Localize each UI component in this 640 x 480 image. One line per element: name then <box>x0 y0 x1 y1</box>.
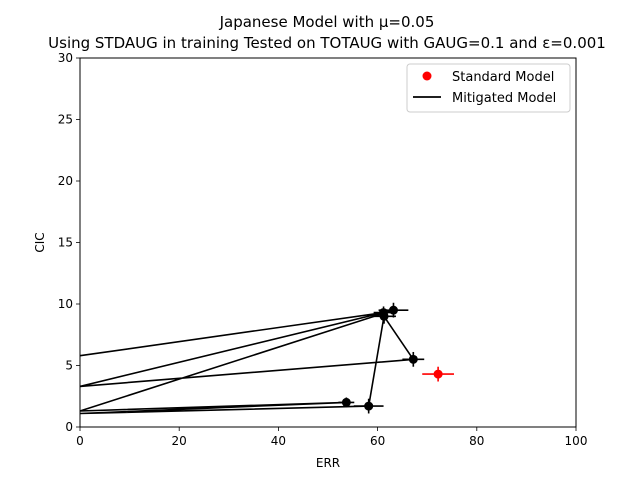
y-tick-label: 5 <box>65 359 73 373</box>
legend-label-standard-model: Standard Model <box>452 70 554 85</box>
chart-title-line1: Japanese Model with μ=0.05 <box>219 13 435 31</box>
y-tick-label: 25 <box>58 113 73 127</box>
series-layer <box>79 302 454 415</box>
data-point-mitigated-model <box>388 305 398 315</box>
x-tick-label: 100 <box>565 434 588 448</box>
legend-marker-standard-model <box>422 71 432 81</box>
data-point-mitigated-model <box>379 311 389 321</box>
error-bar-standard-model <box>422 366 454 382</box>
data-point-mitigated-model <box>408 354 418 364</box>
x-axis-ticks: 0 20 40 60 80 100 <box>76 427 587 448</box>
y-tick-label: 10 <box>58 297 73 311</box>
data-point-mitigated-model <box>364 401 374 411</box>
y-tick-label: 0 <box>65 420 73 434</box>
legend-label-mitigated-model: Mitigated Model <box>452 91 556 106</box>
x-tick-label: 80 <box>469 434 484 448</box>
error-bar-mitigated-model <box>353 398 384 414</box>
y-tick-label: 20 <box>58 174 73 188</box>
error-bar-mitigated-model <box>378 302 409 318</box>
data-point-standard-model <box>433 369 443 379</box>
error-bar-mitigated-model <box>402 351 425 367</box>
x-axis-label: ERR <box>316 456 340 470</box>
x-tick-label: 0 <box>76 434 84 448</box>
y-axis-label: CIC <box>33 232 47 252</box>
x-tick-label: 40 <box>271 434 286 448</box>
x-tick-label: 60 <box>370 434 385 448</box>
data-point-mitigated-model <box>341 397 351 407</box>
legend: Standard Model Mitigated Model <box>406 63 571 113</box>
error-bar-mitigated-model <box>338 397 355 408</box>
chart-title-line2: Using STDAUG in training Tested on TOTAU… <box>48 34 606 52</box>
y-tick-label: 15 <box>58 236 73 250</box>
x-tick-label: 20 <box>172 434 187 448</box>
plot-area <box>80 58 576 427</box>
y-tick-label: 30 <box>58 51 73 65</box>
series-line-mitigated-model <box>79 309 415 415</box>
y-axis-ticks: 0 5 10 15 20 25 30 <box>58 51 80 434</box>
legend-frame <box>406 63 571 113</box>
error-bar-mitigated-model <box>372 308 396 324</box>
